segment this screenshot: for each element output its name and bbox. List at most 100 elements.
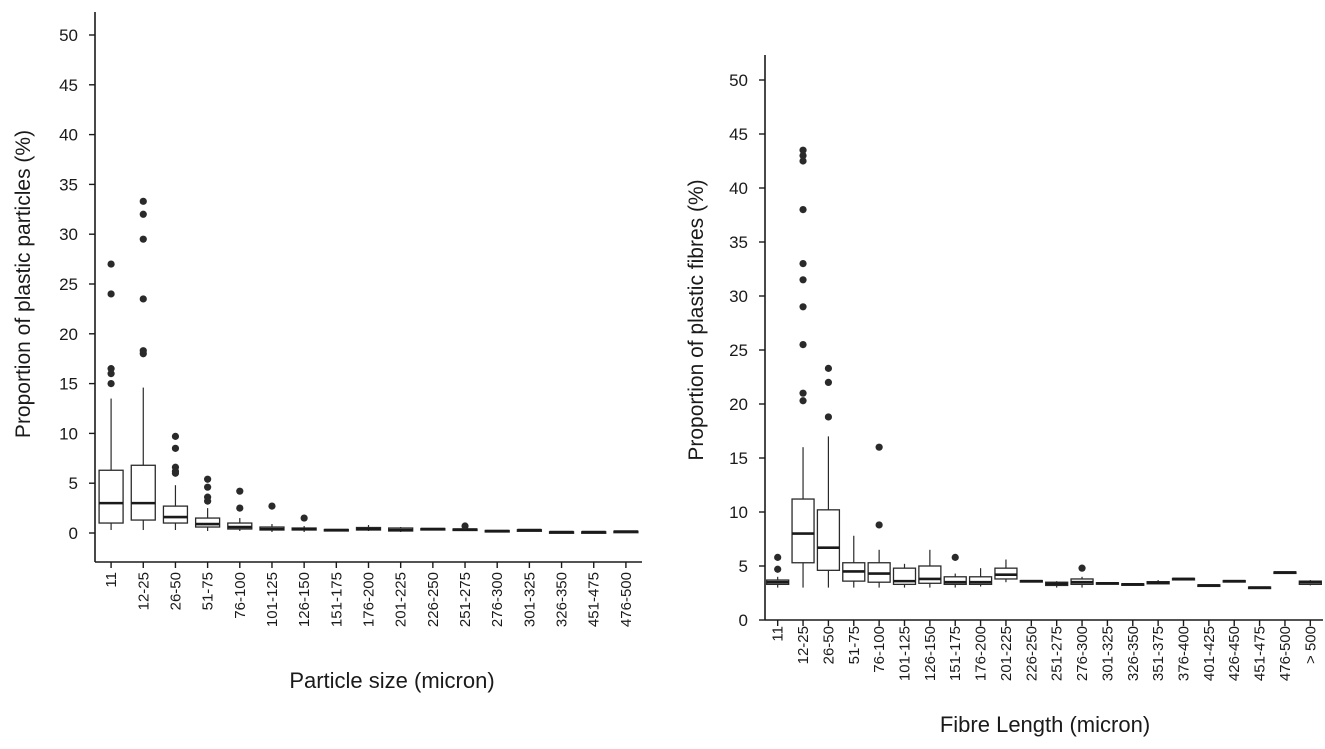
fibre-length-x-tick-label: 251-275: [1049, 626, 1066, 681]
fibre-length-boxplot: Proportion of plastic fibres (%) Fibre L…: [685, 55, 1323, 737]
outlier-point: [139, 235, 147, 243]
fibre-length-x-tick-label: 376-400: [1176, 626, 1193, 681]
fibre-length-box-8: [968, 568, 993, 587]
outlier-point: [139, 347, 147, 355]
fibre-length-y-tick-label: 5: [739, 557, 748, 576]
particle-size-x-tick-label: 151-175: [328, 572, 345, 627]
particle-size-box-11: [452, 522, 478, 532]
fibre-length-y-tick-label: 40: [729, 179, 748, 198]
fibre-length-box-9: [994, 559, 1018, 583]
outlier-point: [799, 157, 807, 165]
fibre-length-box-16: [1171, 577, 1196, 581]
particle-size-y-tick-label: 50: [59, 26, 78, 45]
outlier-point: [204, 483, 212, 491]
fibre-length-x-tick-label: 301-325: [1099, 626, 1116, 681]
fibre-length-box-20: [1273, 571, 1297, 575]
iqr-box: [968, 576, 993, 586]
particle-size-y-tick-label: 5: [69, 474, 78, 493]
fibre-length-box-2: [816, 364, 841, 588]
fibre-length-y-tick-label: 20: [729, 395, 748, 414]
fibre-length-box-4: [867, 443, 891, 588]
particle-size-x-tick-label: 51-75: [200, 572, 217, 610]
fibre-length-x-tick-label: 201-225: [998, 626, 1015, 681]
particle-size-box-14: [548, 530, 575, 534]
particle-size-box-12: [484, 529, 510, 533]
particle-size-x-tick-label: 451-475: [586, 572, 603, 627]
fibre-length-x-tick-label: 126-150: [922, 626, 939, 681]
particle-size-x-tick-label: 301-325: [521, 572, 538, 627]
iqr-box: [918, 565, 942, 584]
outlier-point: [799, 206, 807, 214]
particle-size-x-tick-label: 476-500: [618, 572, 635, 627]
fibre-length-y-tick-label: 30: [729, 287, 748, 306]
fibre-length-y-tick-label: 15: [729, 449, 748, 468]
particle-size-y-tick-label: 25: [59, 275, 78, 294]
fibre-length-box-5: [892, 563, 917, 588]
particle-size-x-tick-label: 201-225: [393, 572, 410, 627]
particle-size-y-tick-label: 15: [59, 375, 78, 394]
fibre-length-x-tick-label: 226-250: [1023, 626, 1040, 681]
particle-size-y-tick-label: 10: [59, 424, 78, 443]
iqr-box: [98, 469, 124, 524]
outlier-point: [139, 197, 147, 205]
particle-size-box-10: [420, 527, 446, 531]
fibre-length-x-tick-label: 326-350: [1125, 626, 1142, 681]
fibre-length-y-tick-label: 45: [729, 125, 748, 144]
outlier-point: [461, 522, 469, 530]
outlier-point: [824, 378, 833, 386]
fibre-length-box-19: [1247, 586, 1272, 590]
particle-size-y-tick-label: 35: [59, 175, 78, 194]
particle-size-x-axis-title: Particle size (micron): [289, 668, 494, 693]
particle-size-x-tick-label: 251-275: [457, 572, 474, 627]
fibre-length-x-axis-title: Fibre Length (micron): [940, 712, 1150, 737]
fibre-length-x-tick-label: 351-375: [1150, 626, 1167, 681]
particle-size-x-tick-label: 26-50: [167, 572, 184, 610]
outlier-point: [107, 290, 115, 298]
fibre-length-x-tick-label: 12-25: [795, 626, 812, 664]
particle-size-box-6: [291, 514, 317, 533]
particle-size-x-tick-label: 76-100: [232, 572, 249, 619]
outlier-point: [236, 487, 244, 495]
fibre-length-x-tick-label: 276-300: [1074, 626, 1091, 681]
outlier-point: [824, 364, 833, 372]
outlier-point: [171, 444, 180, 452]
fibre-length-y-tick-label: 50: [729, 71, 748, 90]
particle-size-boxplot: Proportion of plastic particles (%) Part…: [12, 12, 642, 693]
fibre-length-x-tick-label: 476-500: [1277, 626, 1294, 681]
outlier-point: [107, 380, 115, 388]
iqr-box: [194, 517, 221, 528]
outlier-point: [107, 260, 115, 268]
fibre-length-x-tick-label: 451-475: [1252, 626, 1269, 681]
particle-size-box-15: [581, 530, 607, 534]
fibre-length-y-tick-label: 35: [729, 233, 748, 252]
particle-size-x-tick-label: 12-25: [135, 572, 152, 610]
fibre-length-x-tick-label: 401-425: [1201, 626, 1218, 681]
outlier-point: [875, 443, 883, 451]
outlier-point: [139, 295, 147, 303]
iqr-box: [816, 509, 841, 571]
iqr-box: [162, 505, 189, 524]
fibre-length-x-tick-label: 51-75: [846, 626, 863, 664]
particle-size-x-tick-label: 11: [103, 572, 120, 588]
iqr-box: [943, 576, 967, 586]
outlier-point: [171, 432, 180, 440]
particle-size-y-tick-label: 45: [59, 76, 78, 95]
outlier-point: [799, 260, 807, 268]
outlier-point: [204, 493, 212, 501]
fibre-length-box-17: [1197, 584, 1221, 588]
fibre-length-x-tick-label: 426-450: [1226, 626, 1243, 681]
particle-size-y-tick-label: 40: [59, 126, 78, 145]
outlier-point: [268, 502, 276, 510]
outlier-point: [774, 565, 782, 573]
particle-size-box-7: [323, 528, 349, 532]
outlier-point: [799, 152, 807, 160]
fibre-length-box-7: [943, 553, 967, 588]
fibre-length-box-6: [918, 549, 942, 588]
particle-size-x-tick-label: 176-200: [361, 572, 378, 627]
particle-size-box-5: [259, 502, 285, 533]
outlier-point: [236, 504, 244, 512]
fibre-length-x-tick-label: 26-50: [820, 626, 837, 664]
particle-size-box-3: [194, 475, 221, 532]
